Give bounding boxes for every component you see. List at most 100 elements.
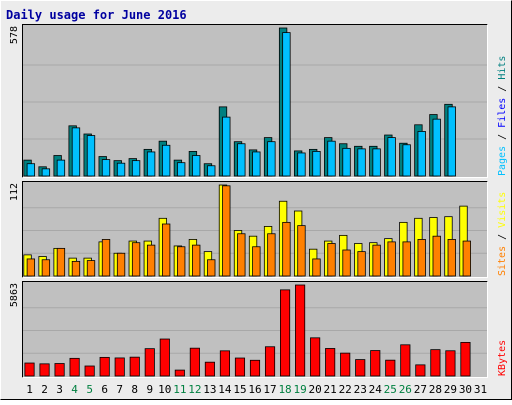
bar-hits-s1-day-15 — [237, 143, 246, 177]
bar-visits-s1-day-27 — [417, 239, 426, 277]
bar-hits-s1-day-23 — [357, 148, 366, 177]
bar-hits-s1-day-11 — [177, 162, 186, 177]
x-tick-label: 1 — [26, 383, 33, 396]
bar-kbytes-s0-day-17 — [264, 346, 276, 377]
bar-hits-s1-day-8 — [131, 160, 141, 177]
x-tick-label: 19 — [293, 383, 306, 396]
bar-kbytes-s0-day-9 — [144, 348, 155, 377]
x-tick-label: 17 — [263, 383, 276, 396]
bar-hits-s1-day-4 — [71, 127, 81, 177]
legend-item: Files — [497, 98, 508, 128]
legend-item: / — [497, 128, 508, 146]
bar-visits-s1-day-23 — [357, 251, 366, 277]
bar-kbytes-s0-day-10 — [159, 338, 170, 377]
bar-visits-s1-day-29 — [447, 239, 456, 277]
x-tick-label: 15 — [233, 383, 246, 396]
x-tick-label: 13 — [203, 383, 216, 396]
bar-visits-s1-day-15 — [237, 233, 246, 277]
bar-hits-s1-day-7 — [116, 162, 126, 177]
bar-hits-s1-day-9 — [146, 151, 156, 177]
bar-hits-s1-day-5 — [86, 135, 96, 177]
bar-hits-s1-day-18 — [282, 32, 291, 177]
x-tick-label: 8 — [131, 383, 138, 396]
x-tick-label: 6 — [101, 383, 108, 396]
bar-hits-s1-day-29 — [447, 106, 456, 177]
bar-visits-s1-day-8 — [131, 242, 141, 277]
bar-kbytes-s0-day-18 — [280, 289, 291, 377]
bar-kbytes-s0-day-16 — [249, 359, 261, 377]
bar-kbytes-s0-day-4 — [69, 357, 80, 377]
x-tick-label: 5 — [86, 383, 93, 396]
plot-border-dark — [22, 181, 488, 278]
bar-visits-s1-day-11 — [177, 246, 186, 277]
x-tick-label: 20 — [309, 383, 322, 396]
bar-visits-s1-day-30 — [462, 240, 471, 277]
bar-visits-s1-day-7 — [116, 252, 126, 277]
bar-hits-s1-day-1 — [26, 163, 36, 177]
bar-hits-s1-day-6 — [101, 159, 111, 177]
bar-visits-s1-day-24 — [372, 244, 381, 277]
bar-hits-s1-day-22 — [342, 147, 351, 177]
max-label-visits: 112 — [9, 183, 20, 201]
bar-visits-s1-day-3 — [56, 247, 66, 277]
bar-hits-s1-day-17 — [267, 141, 276, 177]
bar-hits-s1-day-13 — [207, 165, 216, 177]
bar-visits-s1-day-16 — [252, 246, 261, 277]
bar-hits-s1-day-14 — [222, 116, 231, 177]
bar-kbytes-s0-day-1 — [24, 362, 35, 377]
bar-kbytes-s0-day-14 — [219, 350, 230, 377]
x-tick-label: 12 — [188, 383, 201, 396]
bar-visits-s1-day-1 — [26, 258, 36, 277]
bar-visits-s1-day-2 — [41, 259, 51, 277]
bar-kbytes-s0-day-27 — [415, 364, 426, 377]
legend-visits: Sites / Visits — [497, 192, 508, 276]
x-tick-label: 7 — [116, 383, 123, 396]
bar-kbytes-s0-day-13 — [204, 361, 215, 377]
bar-kbytes-s0-day-22 — [340, 352, 351, 377]
bar-visits-s1-day-19 — [297, 225, 306, 277]
bar-visits-s1-day-10 — [162, 223, 171, 277]
bar-visits-s1-day-18 — [282, 221, 291, 277]
panel-visits: 112 Sites / Visits — [9, 181, 508, 278]
plot-border-dark — [22, 281, 488, 378]
legend-item: Hits — [497, 56, 508, 80]
plot-border-light — [22, 181, 488, 278]
x-tick-label: 3 — [56, 383, 63, 396]
x-tick-label: 27 — [414, 383, 427, 396]
bar-kbytes-s0-day-28 — [430, 349, 441, 377]
legend-hits: Pages / Files / Hits — [497, 56, 508, 176]
bar-hits-s1-day-16 — [252, 151, 261, 177]
chart-title: Daily usage for June 2016 — [6, 8, 187, 22]
bar-hits-s1-day-26 — [402, 144, 411, 177]
legend-item: / — [497, 80, 508, 98]
plot-border-dark — [22, 24, 488, 178]
max-label-hits: 578 — [9, 26, 20, 44]
bar-visits-s1-day-22 — [342, 249, 351, 277]
bar-visits-s1-day-14 — [222, 185, 231, 277]
bar-visits-s1-day-17 — [267, 233, 276, 277]
x-tick-label: 18 — [278, 383, 291, 396]
panel-hits: 578 Pages / Files / Hits — [9, 24, 508, 178]
bar-kbytes-s0-day-25 — [385, 359, 396, 377]
x-tick-label: 10 — [158, 383, 171, 396]
bar-kbytes-s0-day-24 — [370, 350, 381, 377]
bar-visits-s1-day-21 — [327, 243, 336, 277]
bar-kbytes-s0-day-11 — [174, 369, 185, 377]
bar-visits-s1-day-20 — [312, 258, 321, 277]
bar-hits-s1-day-21 — [327, 140, 336, 177]
bar-hits-s1-day-12 — [192, 155, 201, 177]
bar-visits-s1-day-13 — [207, 259, 216, 277]
x-tick-label: 21 — [324, 383, 337, 396]
x-tick-label: 23 — [354, 383, 367, 396]
bar-kbytes-s0-day-19 — [295, 284, 306, 377]
bar-hits-s1-day-2 — [41, 168, 51, 177]
bar-kbytes-s0-day-21 — [325, 348, 336, 377]
x-tick-label: 30 — [459, 383, 472, 396]
plot-border-light — [22, 281, 488, 378]
plot-border-light — [22, 24, 488, 178]
bar-visits-s1-day-9 — [146, 244, 156, 277]
legend-item: KBytes — [497, 340, 508, 376]
panel-kbytes: 5863 KBytes — [9, 281, 508, 378]
